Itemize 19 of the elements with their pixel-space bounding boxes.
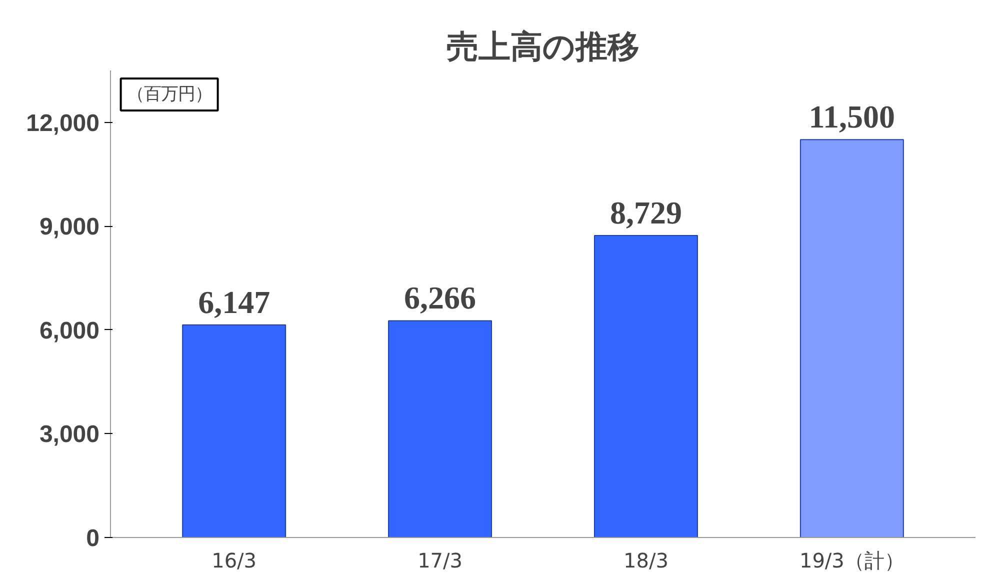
data-label: 6,147 — [198, 284, 270, 320]
y-tick-label: 12,000 — [26, 110, 100, 137]
bar — [182, 324, 286, 538]
y-axis-title: （百万円） — [126, 84, 212, 104]
y-tick-label: 6,000 — [39, 317, 100, 344]
data-label: 6,266 — [404, 280, 476, 316]
y-tick-label: 0 — [86, 525, 100, 552]
x-tick-label: 16/3 — [212, 548, 257, 572]
y-tick-label: 3,000 — [39, 421, 100, 448]
chart-title: 売上高の推移 — [446, 28, 640, 66]
data-label: 11,500 — [808, 98, 896, 135]
data-label: 8,729 — [610, 194, 682, 231]
x-tick-label: 19/3（計） — [799, 548, 904, 572]
y-tick-label: 9,000 — [39, 214, 100, 241]
x-tick-label: 18/3 — [624, 548, 668, 572]
bar — [800, 139, 904, 538]
bar — [388, 320, 492, 538]
x-tick-label: 17/3 — [418, 548, 462, 572]
bar — [594, 235, 698, 538]
